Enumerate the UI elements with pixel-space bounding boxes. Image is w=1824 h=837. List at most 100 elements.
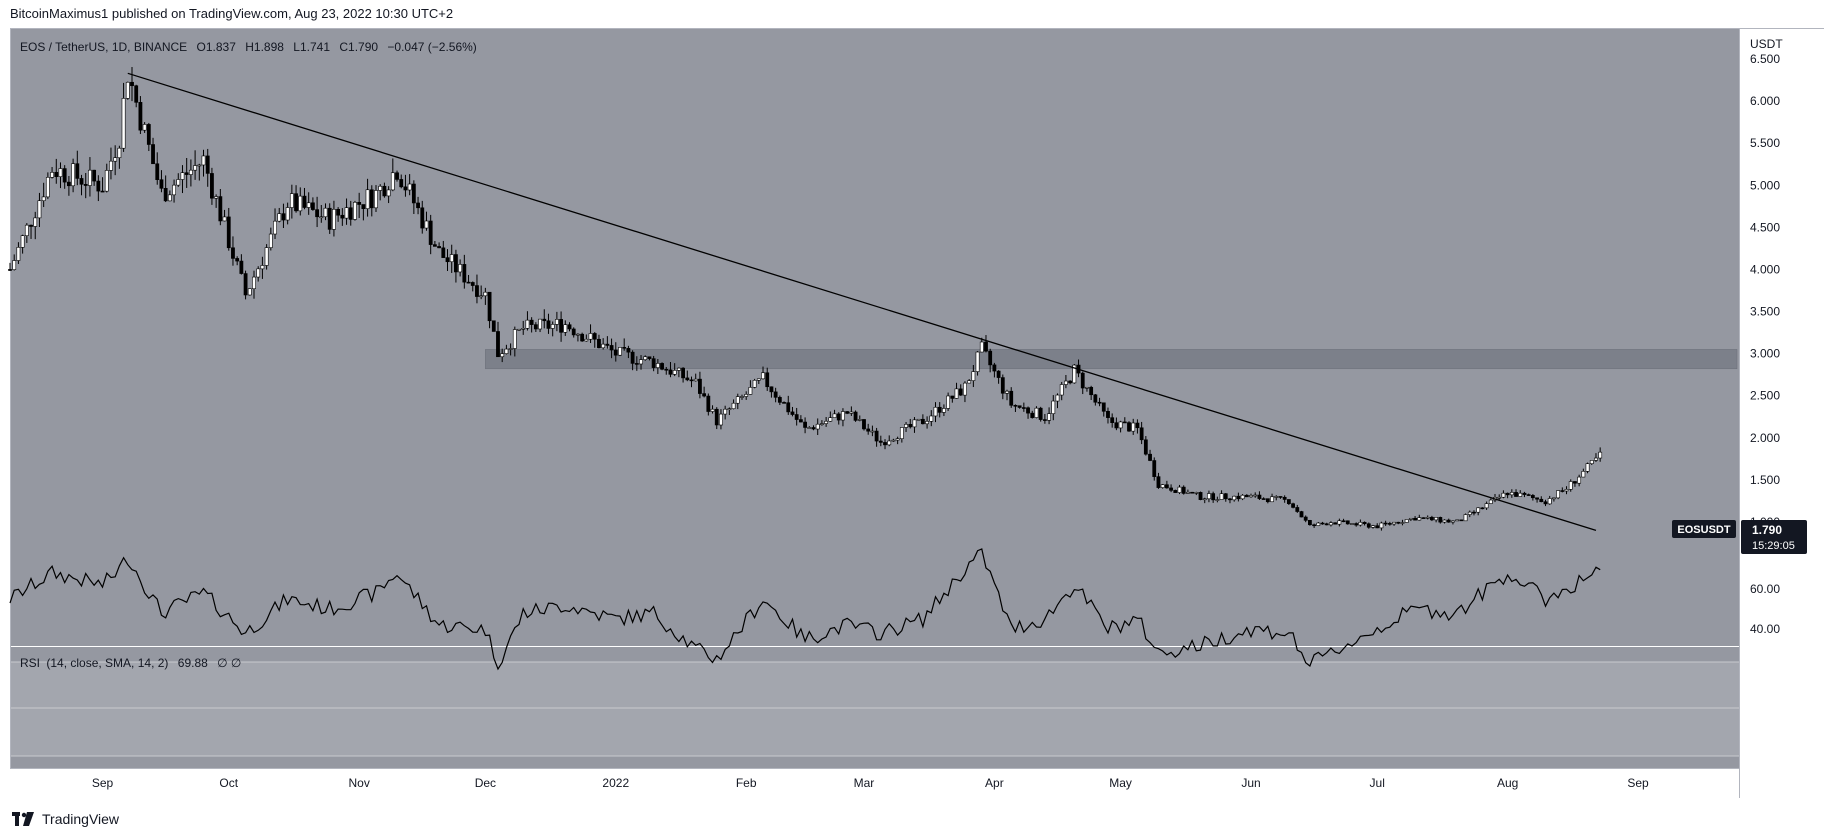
candle-body — [592, 333, 597, 340]
candle-body — [504, 348, 509, 354]
candle-body — [937, 406, 942, 413]
candle-body — [483, 291, 488, 297]
candle-body — [180, 172, 185, 180]
candle-body — [390, 172, 395, 191]
candle-body — [1316, 522, 1321, 526]
candlestick-series[interactable] — [8, 67, 1603, 531]
candle-body — [584, 338, 589, 342]
candle-body — [1400, 522, 1405, 524]
candle-body — [1455, 519, 1460, 522]
candle-body — [567, 324, 572, 330]
candle-body — [487, 291, 492, 322]
candle-body — [942, 408, 946, 413]
candle-body — [946, 395, 951, 409]
candle-body — [125, 81, 130, 99]
candle-body — [576, 333, 580, 336]
price-axis[interactable]: 6.500 6.000 5.500 5.000 4.500 4.000 3.500 3.000… — [1750, 52, 1780, 529]
candle-body — [1143, 439, 1148, 455]
candle-body — [1017, 405, 1022, 408]
last-price-tag[interactable]: EOSUSDT 1.790 15:29:05 — [1672, 520, 1807, 554]
candle-body — [752, 379, 757, 388]
candle-body — [130, 81, 134, 87]
candle-body — [45, 177, 50, 198]
candle-body — [719, 413, 723, 426]
candle-body — [828, 417, 833, 422]
candle-body — [1425, 516, 1430, 519]
candle-body — [651, 358, 656, 368]
time-tick-label: Sep — [1627, 776, 1649, 790]
candle-body — [546, 320, 551, 329]
candle-body — [508, 348, 513, 350]
resistance-zone[interactable] — [485, 349, 1738, 370]
candle-body — [693, 378, 698, 382]
candle-body — [353, 201, 357, 220]
legend-change: −0.047 (−2.56%) — [387, 40, 476, 54]
candle-body — [588, 333, 593, 340]
candle-body — [432, 244, 437, 247]
time-axis[interactable]: Sep Oct Nov Dec 2022 Feb Mar Apr May Jun Jul Aug Sep — [92, 776, 1649, 790]
price-tick-label: 1.500 — [1750, 473, 1780, 487]
price-pane[interactable] — [10, 28, 1739, 646]
candle-body — [1232, 495, 1237, 501]
candle-body — [1135, 422, 1140, 429]
candle-body — [41, 196, 46, 202]
price-tag-countdown: 15:29:05 — [1752, 540, 1795, 552]
candle-body — [226, 216, 231, 249]
candle-body — [332, 208, 336, 230]
candle-body — [958, 388, 963, 396]
candle-body — [517, 328, 521, 331]
candle-body — [298, 195, 303, 212]
candle-body — [1278, 496, 1283, 498]
candle-body — [142, 124, 147, 131]
time-tick-label: Dec — [475, 776, 496, 790]
legend-high-value: 1.898 — [254, 40, 284, 54]
candle-body — [420, 207, 425, 229]
candle-body — [967, 380, 972, 384]
candle-body — [634, 363, 639, 365]
tradingview-logo-icon[interactable] — [12, 812, 36, 826]
time-tick-label: May — [1109, 776, 1132, 790]
candle-body — [1219, 493, 1224, 500]
legend-symbol[interactable]: EOS / TetherUS, 1D, BINANCE — [20, 40, 187, 54]
candle-body — [1518, 492, 1523, 497]
candle-body — [1068, 380, 1073, 384]
candle-body — [1333, 522, 1338, 525]
candle-body — [1375, 525, 1380, 529]
rsi-line[interactable] — [9, 548, 1601, 671]
rsi-legend-name[interactable]: RSI — [20, 656, 40, 670]
candle-body — [866, 428, 871, 432]
candle-body — [1560, 490, 1565, 492]
footer-brand[interactable]: TradingView — [42, 811, 120, 827]
candle-body — [66, 181, 71, 187]
legend-low-value: 1.741 — [300, 40, 330, 54]
candle-body — [348, 207, 353, 220]
candle-body — [1110, 417, 1115, 423]
candle-body — [252, 276, 256, 290]
candle-body — [542, 318, 547, 322]
candle-body — [1472, 511, 1476, 514]
legend-open-value: 1.837 — [206, 40, 236, 54]
candle-body — [24, 224, 29, 236]
rsi-band — [10, 662, 1739, 756]
candle-body — [887, 440, 892, 446]
candle-body — [1476, 507, 1481, 513]
candle-body — [1573, 481, 1577, 484]
candle-body — [235, 258, 240, 262]
candle-body — [445, 257, 450, 263]
candle-body — [676, 367, 681, 371]
price-axis-currency: USDT — [1750, 37, 1783, 51]
candle-body — [12, 260, 17, 270]
candle-body — [1160, 484, 1165, 488]
rsi-axis[interactable]: 60.00 40.00 — [1750, 582, 1780, 636]
candle-body — [8, 269, 12, 271]
candle-body — [929, 415, 934, 422]
candle-body — [205, 155, 210, 174]
candle-body — [1345, 520, 1350, 525]
descending-trendline[interactable] — [127, 72, 1597, 532]
candle-body — [963, 382, 967, 396]
candle-body — [1173, 490, 1178, 493]
time-tick-label: Apr — [985, 776, 1004, 790]
candle-body — [765, 372, 770, 388]
candle-body — [769, 386, 774, 393]
